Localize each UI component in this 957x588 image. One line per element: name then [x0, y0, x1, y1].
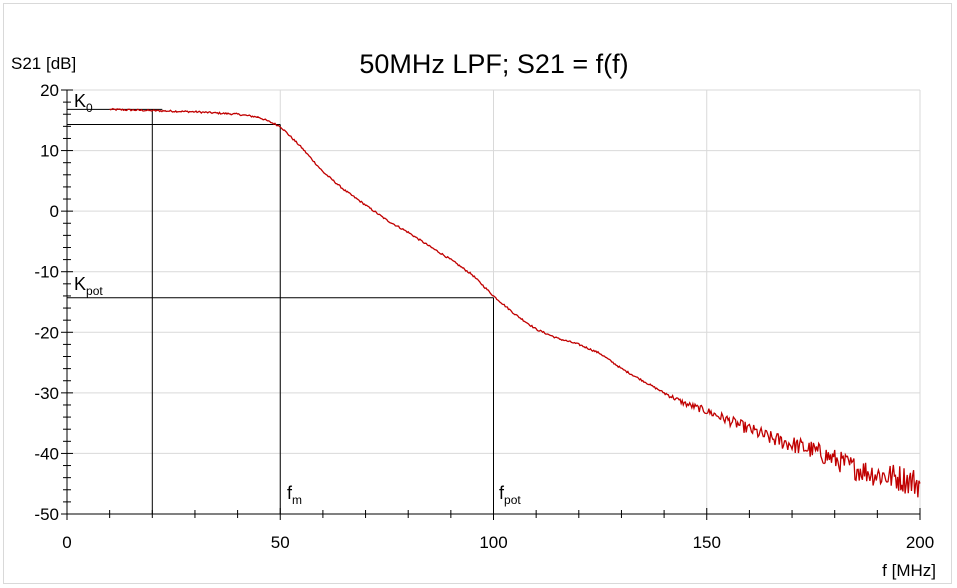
x-tick-label: 150: [693, 533, 721, 552]
x-tick-label: 50: [271, 533, 290, 552]
y-tick-label: 0: [50, 202, 59, 221]
k0-label: K0: [74, 91, 93, 115]
fpot-label: fpot: [499, 483, 521, 507]
axis-layer: [61, 89, 921, 520]
y-tick-label: -20: [34, 323, 59, 342]
y-tick-label: -10: [34, 263, 59, 282]
y-tick-label: -30: [34, 384, 59, 403]
y-axis-title: S21 [dB]: [11, 54, 76, 73]
y-tick-label: 20: [40, 81, 59, 100]
x-tick-label: 200: [906, 533, 934, 552]
x-tick-label: 0: [62, 533, 71, 552]
grid-layer: [66, 89, 921, 515]
series-line: [109, 107, 921, 498]
fm-label: fm: [287, 483, 302, 507]
series-layer: [109, 107, 921, 498]
y-tick-label: -50: [34, 505, 59, 524]
x-tick-label: 100: [479, 533, 507, 552]
chart-title: 50MHz LPF; S21 = f(f): [359, 49, 628, 79]
y-tick-label: -40: [34, 444, 59, 463]
chart-frame: -50 -40 -30 -20 -10 0 10 20 0 50 100 150 200 50MHz L…: [3, 3, 952, 584]
y-tick-label: 10: [40, 142, 59, 161]
x-axis-title: f [MHz]: [882, 561, 936, 580]
kpot-label: Kpot: [74, 274, 103, 298]
